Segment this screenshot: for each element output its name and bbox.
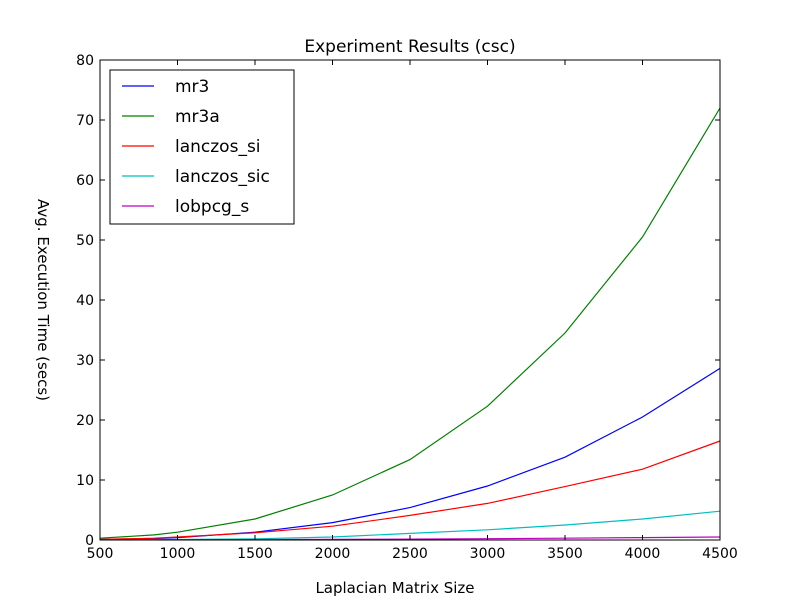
- x-axis-label: Laplacian Matrix Size: [315, 579, 474, 597]
- x-tick-label: 500: [87, 546, 114, 562]
- y-tick-label: 60: [76, 173, 94, 189]
- legend-label-mr3a: mr3a: [175, 107, 220, 127]
- y-tick-label: 40: [76, 293, 94, 309]
- y-tick-label: 80: [76, 53, 94, 69]
- y-tick-label: 20: [76, 413, 94, 429]
- x-tick-label: 4000: [625, 546, 661, 562]
- y-tick-label: 30: [76, 353, 94, 369]
- legend: mr3 mr3a lanczos_si lanczos_sic lobpcg_s: [109, 69, 295, 225]
- y-tick-label: 70: [76, 113, 94, 129]
- x-tick-label: 3500: [547, 546, 583, 562]
- series-line-lanczos_si: [99, 440, 721, 540]
- y-tick-label: 50: [76, 233, 94, 249]
- x-tick-label: 2000: [315, 546, 351, 562]
- legend-label-lanczos_si: lanczos_si: [175, 137, 261, 157]
- y-axis-label: Avg. Execution Time (secs): [34, 199, 52, 401]
- ticks-layer: 500 1000 1500 2000 2500 3000 3500 4000 4500 0 10 20…: [76, 53, 738, 562]
- legend-frame: [109, 69, 295, 225]
- legend-label-mr3: mr3: [175, 77, 209, 97]
- series-line-mr3: [99, 367, 721, 540]
- x-tick-label: 4500: [702, 546, 738, 562]
- x-tick-label: 2500: [392, 546, 428, 562]
- y-tick-label: 0: [85, 533, 94, 549]
- legend-label-lanczos_sic: lanczos_sic: [175, 167, 270, 187]
- x-tick-label: 1000: [160, 546, 196, 562]
- y-tick-label: 10: [76, 473, 94, 489]
- x-tick-label: 1500: [237, 546, 273, 562]
- series-line-mr3a: [99, 107, 721, 539]
- chart-title: Experiment Results (csc): [304, 37, 515, 57]
- x-tick-label: 3000: [470, 546, 506, 562]
- legend-label-lobpcg_s: lobpcg_s: [175, 197, 249, 217]
